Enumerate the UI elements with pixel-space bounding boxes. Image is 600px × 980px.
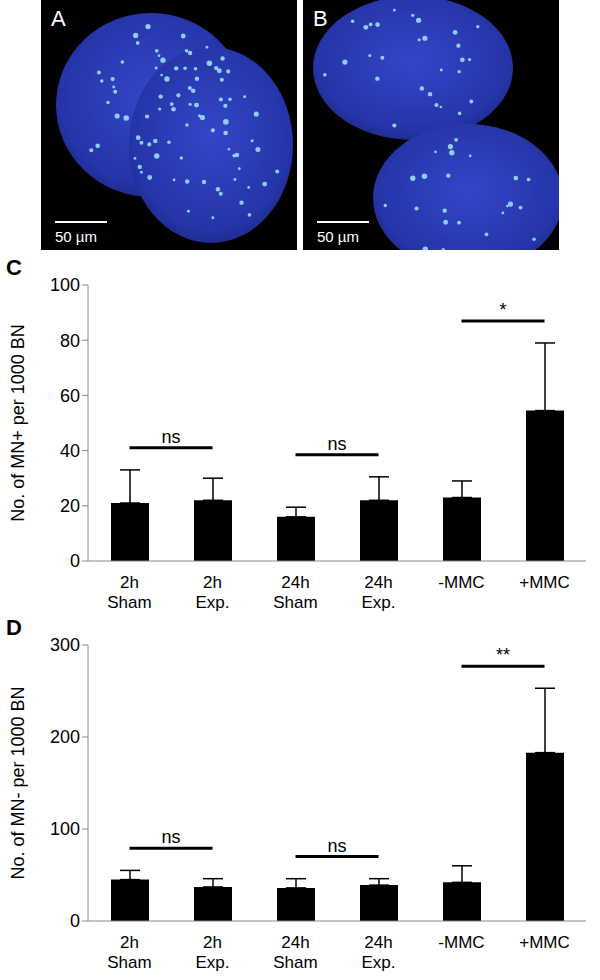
svg-text:50 µm: 50 µm — [317, 228, 359, 245]
svg-text:ns: ns — [161, 427, 180, 447]
svg-text:24hExp.: 24hExp. — [361, 573, 395, 612]
svg-text:-MMC: -MMC — [438, 933, 484, 952]
svg-text:No. of MN- per 1000 BN: No. of MN- per 1000 BN — [8, 686, 28, 879]
svg-text:2hExp.: 2hExp. — [195, 933, 229, 972]
svg-text:ns: ns — [161, 827, 180, 847]
svg-text:0: 0 — [70, 551, 80, 571]
svg-text:A: A — [51, 6, 66, 31]
svg-text:0: 0 — [70, 911, 80, 931]
svg-text:**: ** — [496, 645, 510, 665]
svg-text:2hExp.: 2hExp. — [195, 573, 229, 612]
html-text:C: C — [6, 255, 22, 280]
svg-text:24hSham: 24hSham — [273, 573, 317, 612]
svg-text:24hSham: 24hSham — [273, 933, 317, 972]
svg-text:40: 40 — [60, 441, 80, 461]
svg-text:24hExp.: 24hExp. — [361, 933, 395, 972]
svg-text:80: 80 — [60, 331, 80, 351]
svg-text:20: 20 — [60, 496, 80, 516]
html-text:D: D — [6, 615, 22, 640]
svg-text:100: 100 — [50, 275, 80, 295]
svg-text:*: * — [499, 300, 506, 320]
svg-text:No. of MN+ per 1000 BN: No. of MN+ per 1000 BN — [8, 324, 28, 522]
svg-text:ns: ns — [327, 836, 346, 856]
svg-text:+MMC: +MMC — [519, 573, 570, 592]
svg-text:300: 300 — [50, 635, 80, 655]
svg-text:100: 100 — [50, 819, 80, 839]
svg-text:2hSham: 2hSham — [107, 933, 151, 972]
svg-text:50 µm: 50 µm — [55, 228, 97, 245]
svg-text:-MMC: -MMC — [438, 573, 484, 592]
svg-text:60: 60 — [60, 386, 80, 406]
svg-text:200: 200 — [50, 727, 80, 747]
svg-text:+MMC: +MMC — [519, 933, 570, 952]
svg-text:ns: ns — [327, 434, 346, 454]
svg-text:2hSham: 2hSham — [107, 573, 151, 612]
svg-text:B: B — [313, 6, 328, 31]
